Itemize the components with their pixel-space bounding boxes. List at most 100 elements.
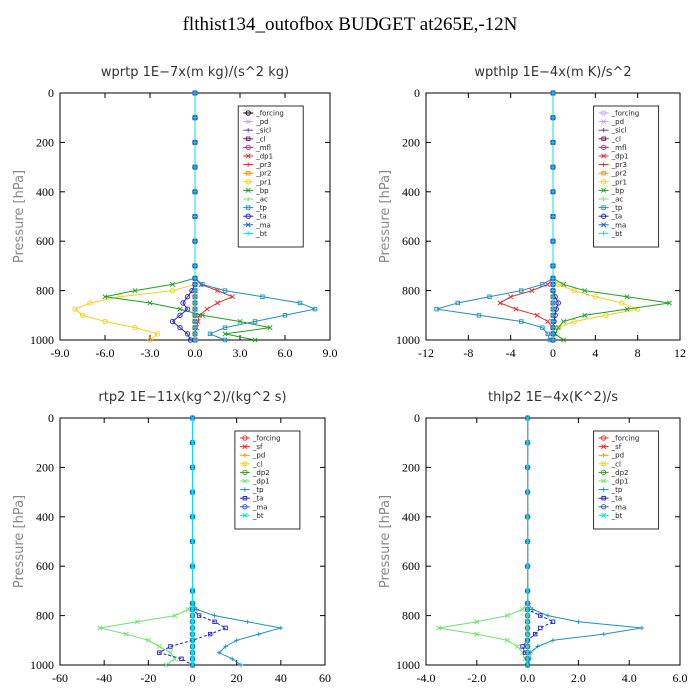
- data-point: [132, 324, 138, 331]
- legend: _forcing_pd_sicl_cl_mfl_dp1_pr3_pr2_pr1_…: [593, 105, 660, 248]
- data-point: [525, 613, 531, 619]
- x-tick-label: 3.0: [233, 346, 248, 360]
- legend-marker: [601, 231, 606, 236]
- y-tick-label: 400: [402, 185, 420, 199]
- data-point: [555, 281, 561, 288]
- data-point: [234, 638, 239, 643]
- legend-label: _pr2: [611, 170, 627, 178]
- legend-marker: [600, 144, 607, 151]
- y-tick-label: 1000: [396, 658, 420, 672]
- legend: _forcing_sf_pd_cl_dp2_dp1_tp_ta_ma_bt: [593, 430, 660, 530]
- y-tick-label: 0: [414, 86, 420, 100]
- legend-label: _bt: [611, 230, 623, 238]
- data-point: [189, 440, 196, 446]
- data-point: [72, 306, 78, 312]
- legend-label: _forcing: [255, 110, 284, 118]
- data-point: [154, 331, 161, 337]
- data-point: [561, 318, 567, 324]
- legend-marker: [245, 170, 251, 176]
- data-point: [538, 613, 543, 618]
- legend-label: _sicl: [611, 127, 627, 135]
- data-point: [177, 324, 183, 331]
- data-point: [550, 337, 556, 343]
- series-bt: [192, 90, 198, 343]
- legend-label: _ma: [611, 503, 627, 511]
- x-tick-label: 0.0: [520, 671, 535, 685]
- data-point: [522, 650, 528, 655]
- data-point: [487, 294, 492, 299]
- legend-label: _pr3: [611, 161, 627, 169]
- data-point: [189, 538, 196, 545]
- panel-1: wprtp 1E−7x(m kg)/(s^2 kg) Pressure [hPa]…: [12, 65, 338, 360]
- y-tick-label: 800: [36, 284, 54, 298]
- data-point: [192, 140, 198, 145]
- data-point: [504, 637, 510, 643]
- y-tick-label: 600: [36, 234, 54, 248]
- legend-marker: [601, 487, 606, 492]
- legend-marker: [245, 136, 251, 142]
- data-point: [525, 637, 531, 643]
- data-point: [163, 662, 169, 668]
- legend-label: _ta: [252, 495, 264, 503]
- x-tick-label: -12: [418, 346, 434, 360]
- legend-label: _pr1: [611, 178, 627, 186]
- data-point: [267, 325, 273, 331]
- data-point: [222, 331, 228, 337]
- legend-label: _sf: [611, 443, 622, 451]
- data-point: [525, 588, 531, 594]
- legend-label: _pr1: [255, 178, 271, 186]
- data-point: [222, 337, 228, 343]
- data-point: [561, 281, 567, 287]
- data-point: [192, 282, 198, 287]
- data-point: [207, 331, 213, 337]
- data-point: [168, 644, 173, 649]
- data-point: [134, 619, 140, 625]
- x-tick-label: -9.0: [51, 346, 70, 360]
- legend-marker: [601, 453, 606, 458]
- legend-marker: [245, 179, 251, 185]
- series-dp1: [436, 415, 531, 668]
- data-point: [550, 313, 556, 318]
- data-point: [601, 631, 606, 637]
- legend-marker: [245, 222, 251, 228]
- data-point: [260, 294, 265, 299]
- legend-marker: [246, 128, 251, 133]
- data-point: [592, 294, 598, 300]
- data-point: [525, 600, 531, 606]
- data-point: [525, 464, 531, 470]
- panel-title: wprtp 1E−7x(m kg)/(s^2 kg): [101, 65, 289, 80]
- data-point: [624, 294, 630, 300]
- data-point: [245, 619, 250, 624]
- data-point: [199, 312, 206, 318]
- data-point: [582, 288, 588, 294]
- x-tick-label: -4.0: [417, 671, 436, 685]
- data-point: [192, 306, 198, 312]
- legend-marker: [601, 495, 606, 501]
- data-point: [222, 288, 228, 293]
- legend-label: _cl: [255, 135, 265, 143]
- legend-marker: [245, 205, 251, 210]
- legend-marker: [601, 478, 607, 484]
- data-point: [252, 337, 258, 343]
- x-tick-label: 4.0: [622, 671, 637, 685]
- legend-label: _cl: [611, 460, 621, 468]
- series-pr1: [72, 90, 198, 343]
- data-point: [555, 325, 561, 331]
- legend-marker: [600, 504, 607, 510]
- legend-marker: [601, 128, 606, 133]
- data-point: [172, 656, 178, 662]
- y-tick-label: 600: [36, 559, 54, 573]
- y-tick-label: 600: [402, 559, 420, 573]
- data-point: [167, 650, 173, 656]
- y-tick-label: 200: [402, 135, 420, 149]
- x-tick-label: 8: [635, 346, 641, 360]
- data-point: [297, 300, 303, 306]
- legend-label: _pd: [611, 118, 624, 126]
- data-point: [550, 115, 556, 120]
- data-point: [525, 440, 531, 446]
- series-dp1: [497, 90, 556, 343]
- legend-marker: [245, 153, 251, 159]
- data-point: [538, 625, 543, 631]
- data-point: [97, 625, 103, 631]
- y-axis-label: Pressure [hPa]: [378, 170, 393, 263]
